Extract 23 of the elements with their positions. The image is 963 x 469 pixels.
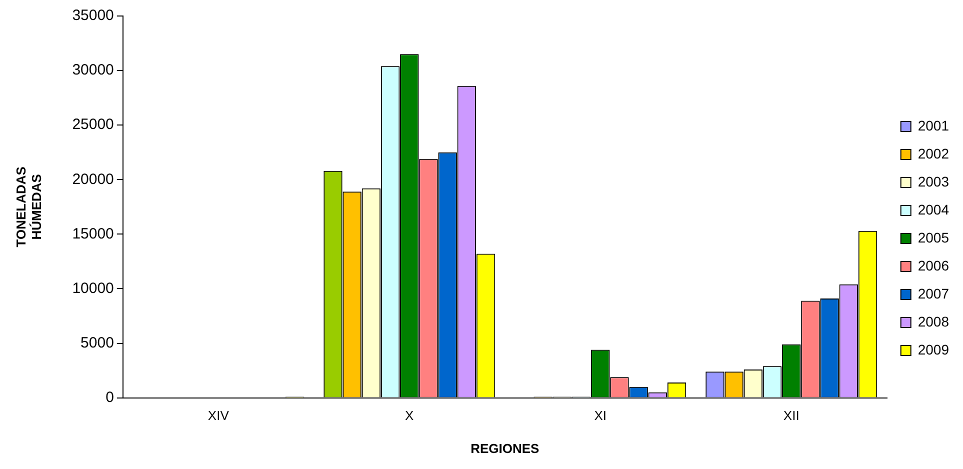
- legend-label: 2003: [918, 173, 950, 190]
- legend-label: 2007: [918, 285, 950, 302]
- y-tick-label: 10000: [72, 280, 114, 297]
- x-tick-label: XIV: [208, 408, 230, 424]
- y-tick-label: 20000: [72, 170, 114, 188]
- legend-label: 2009: [918, 341, 950, 358]
- y-tick-label: 30000: [72, 62, 114, 79]
- y-tick-label: 15000: [72, 225, 114, 242]
- legend-label: 2002: [918, 145, 950, 162]
- y-tick-label: 25000: [72, 116, 114, 134]
- legend-label: 2005: [918, 229, 950, 246]
- x-tick-label: X: [405, 408, 414, 424]
- legend-label: 2008: [918, 313, 950, 330]
- y-tick-label: 0: [106, 388, 114, 406]
- x-tick-label: XI: [594, 408, 607, 424]
- legend-label: 2001: [918, 117, 950, 134]
- y-tick-label: 35000: [72, 7, 114, 24]
- legend-label: 2006: [918, 257, 950, 274]
- legend-label: 2004: [918, 201, 950, 218]
- y-tick-label: 5000: [80, 334, 114, 352]
- x-axis-title: REGIONES: [470, 440, 540, 456]
- y-axis-title: TONELADAS HÚMEDAS: [13, 166, 44, 248]
- x-tick-label: XII: [783, 408, 800, 424]
